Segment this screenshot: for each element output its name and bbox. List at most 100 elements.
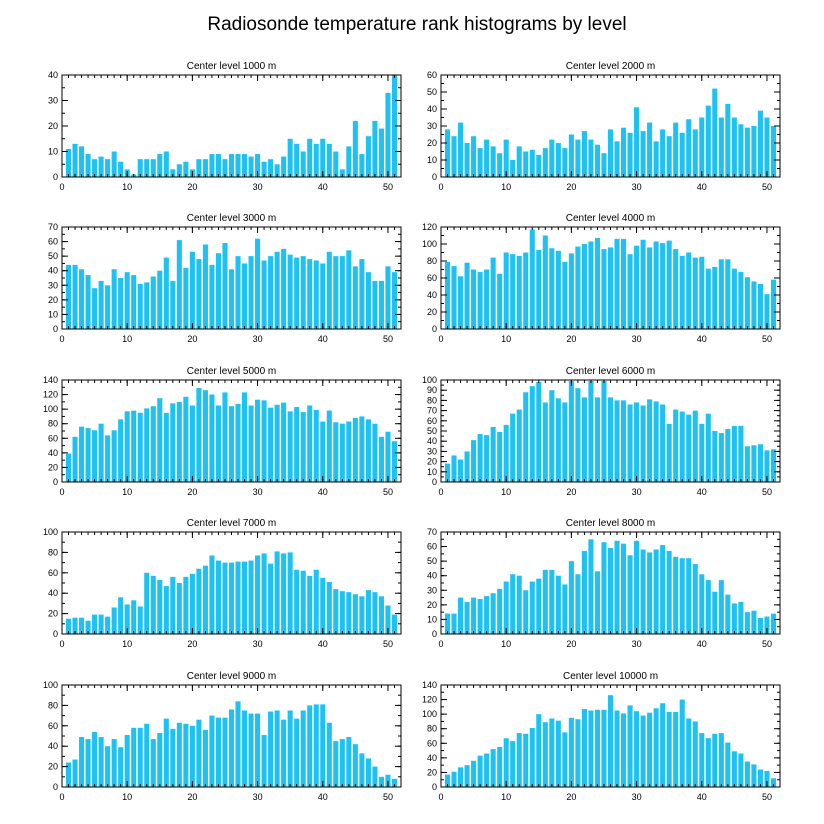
- bar: [98, 156, 104, 177]
- y-tick-label: 70: [427, 527, 437, 537]
- bar: [365, 136, 371, 177]
- bar: [764, 616, 770, 634]
- panel-title: Center level 10000 m: [563, 671, 658, 682]
- bar: [744, 446, 750, 482]
- bar: [294, 718, 300, 787]
- bar: [562, 261, 568, 329]
- y-tick-label: 30: [427, 585, 437, 595]
- bar: [294, 143, 300, 177]
- bar: [365, 419, 371, 482]
- bar: [634, 402, 640, 482]
- bar: [490, 593, 496, 634]
- bar: [313, 704, 319, 787]
- bar: [385, 266, 391, 329]
- bar: [497, 588, 503, 634]
- y-tick-label: 10: [48, 309, 58, 319]
- bar: [85, 275, 91, 329]
- bar: [378, 776, 384, 787]
- x-tick-label: 40: [318, 182, 328, 192]
- y-tick-label: 20: [427, 600, 437, 610]
- bar: [163, 412, 169, 482]
- bar: [607, 695, 614, 787]
- bar: [458, 767, 464, 787]
- x-tick-label: 30: [253, 792, 263, 802]
- bar: [235, 154, 241, 177]
- bar: [705, 738, 711, 787]
- bar: [372, 120, 378, 177]
- x-tick-label: 10: [501, 639, 511, 649]
- bar: [183, 267, 189, 329]
- y-tick-label: 0: [432, 782, 437, 792]
- bar: [673, 409, 679, 482]
- bar: [464, 765, 470, 787]
- y-tick-label: 40: [48, 70, 58, 80]
- y-tick-label: 80: [427, 256, 437, 266]
- bar: [372, 766, 378, 787]
- bar: [673, 556, 679, 634]
- bar: [471, 440, 477, 482]
- bar: [137, 159, 143, 177]
- x-tick-label: 0: [438, 639, 443, 649]
- y-tick-label: 50: [427, 556, 437, 566]
- x-tick-label: 50: [383, 487, 393, 497]
- bar: [307, 575, 313, 634]
- y-tick-label: 20: [427, 138, 437, 148]
- bar: [718, 433, 724, 482]
- x-tick-label: 20: [187, 182, 197, 192]
- bar: [65, 264, 72, 329]
- bar: [444, 463, 451, 482]
- y-tick-label: 50: [427, 426, 437, 436]
- bar: [451, 455, 457, 482]
- bar: [339, 256, 345, 329]
- bar: [79, 617, 85, 634]
- bar: [653, 708, 659, 787]
- x-tick-label: 40: [697, 334, 707, 344]
- bar: [378, 280, 384, 329]
- bar: [183, 396, 189, 482]
- bar: [274, 251, 280, 329]
- bar: [705, 105, 711, 177]
- bar: [183, 723, 189, 787]
- bar: [542, 235, 548, 329]
- bar: [542, 148, 548, 177]
- bar: [385, 605, 391, 634]
- bar: [686, 558, 692, 634]
- bar: [346, 592, 352, 634]
- y-tick-label: 10: [427, 155, 437, 165]
- x-tick-label: 10: [501, 182, 511, 192]
- bar: [562, 584, 568, 634]
- x-tick-label: 0: [59, 334, 64, 344]
- bar: [653, 141, 659, 177]
- panel-title: Center level 1000 m: [187, 61, 277, 72]
- bar: [607, 129, 614, 177]
- bar: [359, 154, 365, 177]
- bar: [705, 268, 711, 329]
- bar: [640, 405, 646, 482]
- bar: [705, 413, 711, 482]
- x-tick-label: 10: [122, 182, 132, 192]
- bar: [105, 616, 111, 634]
- bar: [98, 614, 104, 634]
- bar: [731, 603, 737, 634]
- bar: [686, 252, 692, 329]
- x-tick-label: 30: [253, 182, 263, 192]
- bar: [111, 607, 117, 634]
- x-tick-label: 0: [438, 182, 443, 192]
- bar: [477, 755, 483, 787]
- bar: [490, 146, 496, 177]
- x-tick-label: 30: [632, 792, 642, 802]
- bar: [712, 591, 718, 634]
- bar: [679, 132, 685, 177]
- bar: [235, 256, 241, 329]
- bar: [738, 124, 744, 177]
- bar: [516, 409, 522, 482]
- bar: [268, 407, 274, 482]
- bar: [176, 722, 182, 787]
- bar: [79, 737, 85, 787]
- bar: [326, 722, 332, 787]
- bar: [575, 388, 581, 482]
- bar: [300, 710, 306, 787]
- bar: [268, 711, 274, 787]
- y-tick-label: 60: [48, 568, 58, 578]
- bar: [307, 705, 313, 787]
